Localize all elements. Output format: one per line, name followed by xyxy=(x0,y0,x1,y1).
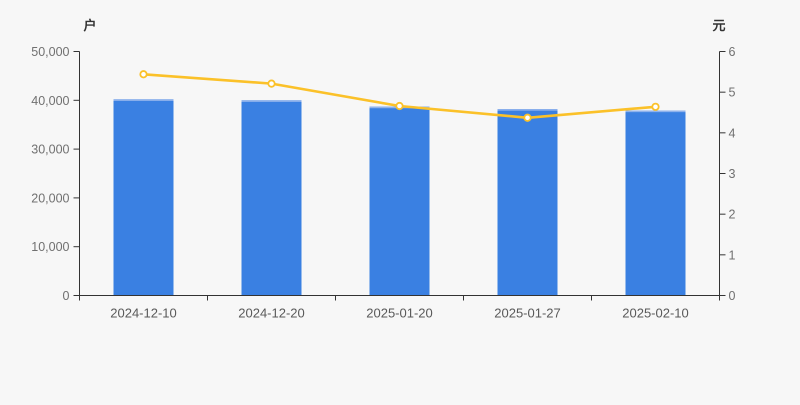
x-axis-category-label: 2024-12-20 xyxy=(238,306,305,321)
left-axis-tick-label: 50,000 xyxy=(31,45,69,59)
left-axis-unit-label: 户 xyxy=(83,18,97,33)
x-axis-category-label: 2025-01-27 xyxy=(494,306,561,321)
data-point-marker xyxy=(395,101,404,111)
bar xyxy=(497,109,558,296)
right-axis-tick-label: 3 xyxy=(729,167,736,181)
right-axis-tick-label: 4 xyxy=(729,126,736,140)
left-axis-tick-label: 40,000 xyxy=(31,94,69,108)
data-point-marker xyxy=(267,79,276,88)
x-axis-category-label: 2024-12-10 xyxy=(110,306,177,321)
bar-top-edge xyxy=(241,100,302,102)
data-point-marker xyxy=(651,102,660,111)
left-axis-tick-label: 10,000 xyxy=(31,240,69,254)
right-axis-tick-label: 2 xyxy=(729,208,736,222)
right-axis-tick-label: 1 xyxy=(729,248,736,262)
right-axis-tick-label: 6 xyxy=(729,45,736,59)
bar xyxy=(241,100,302,296)
bar-top-edge xyxy=(625,110,686,113)
left-axis-tick-label: 20,000 xyxy=(31,191,69,205)
bar xyxy=(625,110,686,296)
x-axis-category-label: 2025-02-10 xyxy=(622,306,689,321)
left-axis-tick-label: 0 xyxy=(63,289,70,303)
right-axis-tick-label: 0 xyxy=(729,289,736,303)
left-axis-tick-label: 30,000 xyxy=(31,143,69,157)
data-point-marker xyxy=(523,113,532,122)
right-axis-unit-label: 元 xyxy=(712,18,726,33)
bar-top-edge xyxy=(113,99,174,101)
bar xyxy=(113,99,174,296)
bar xyxy=(369,106,430,296)
data-point-marker xyxy=(139,70,148,79)
x-axis-category-label: 2025-01-20 xyxy=(366,306,433,321)
right-axis-tick-label: 5 xyxy=(729,86,736,100)
bar-top-edge xyxy=(497,109,558,111)
bar-series xyxy=(113,99,686,296)
